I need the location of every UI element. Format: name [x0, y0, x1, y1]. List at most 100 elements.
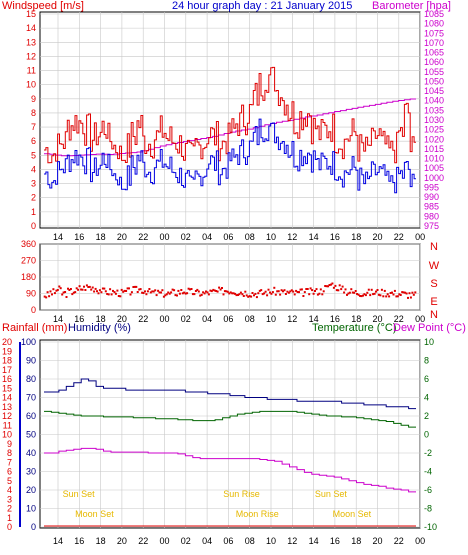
- direction-point: [398, 293, 401, 296]
- direction-point: [234, 292, 237, 295]
- direction-point: [167, 291, 170, 294]
- rainfall-y-tick: 15: [2, 383, 12, 393]
- chart-title: 24 hour graph day : 21 January 2015: [172, 0, 352, 12]
- direction-point: [315, 288, 318, 291]
- direction-point: [183, 291, 186, 294]
- direction-point: [369, 294, 372, 297]
- direction-point: [164, 294, 167, 297]
- temperature-y-tick: 6: [424, 374, 429, 384]
- direction-point: [46, 291, 49, 294]
- wind-y-tick: 7: [31, 122, 36, 132]
- direction-point: [290, 289, 293, 292]
- direction-point: [228, 292, 231, 295]
- direction-point: [49, 290, 52, 293]
- direction-point: [354, 290, 357, 292]
- x-tick-label: 20: [117, 536, 127, 546]
- direction-y-tick: 90: [26, 289, 36, 299]
- direction-point: [219, 288, 222, 291]
- direction-point: [120, 288, 123, 291]
- x-tick-label: 08: [245, 314, 255, 324]
- direction-point: [117, 295, 120, 297]
- direction-y-tick: 270: [21, 256, 36, 266]
- temp-panel-events: Sun Set Moon Set Sun Rise Moon Rise Sun Set M…: [63, 489, 372, 519]
- direction-point: [267, 288, 270, 291]
- direction-point: [335, 289, 338, 292]
- x-tick-label: 00: [159, 314, 169, 324]
- direction-point: [409, 296, 412, 299]
- direction-point: [405, 292, 408, 295]
- direction-point: [53, 292, 56, 295]
- wind-y-tick: 4: [31, 164, 36, 174]
- direction-point: [346, 293, 348, 296]
- direction-point: [64, 291, 67, 293]
- direction-point: [80, 288, 83, 291]
- direction-point: [350, 288, 353, 291]
- rainfall-y-tick: 6: [7, 467, 12, 477]
- rainfall-y-tick: 10: [2, 430, 12, 440]
- temperature-y-tick: 0: [424, 430, 429, 440]
- direction-point: [180, 289, 183, 291]
- rainfall-y-tick: 9: [7, 439, 12, 449]
- rainfall-y-tick: 11: [3, 420, 12, 430]
- direction-point: [351, 291, 354, 294]
- direction-point: [93, 290, 96, 293]
- direction-point: [229, 291, 232, 294]
- x-tick-label: 00: [159, 232, 169, 242]
- direction-point: [327, 285, 330, 288]
- x-tick-label: 08: [245, 232, 255, 242]
- baro-y-tick: 1005: [424, 163, 444, 173]
- direction-point: [324, 285, 327, 287]
- baro-y-tick: 1040: [424, 96, 444, 106]
- wind-y-tick: 1: [31, 207, 36, 217]
- direction-point: [59, 287, 62, 290]
- direction-point: [334, 284, 337, 287]
- humidity-y-tick: 100: [21, 337, 36, 347]
- direction-panel-series: [43, 282, 417, 299]
- compass-label: W: [429, 260, 440, 272]
- direction-point: [104, 290, 107, 293]
- direction-point: [312, 292, 315, 295]
- direction-point: [110, 293, 113, 296]
- rainfall-y-tick: 2: [7, 504, 12, 514]
- direction-point: [78, 285, 81, 288]
- direction-point: [404, 291, 407, 294]
- direction-point: [223, 290, 226, 293]
- x-tick-label: 16: [74, 314, 84, 324]
- x-tick-label: 16: [330, 232, 340, 242]
- direction-y-tick: 180: [21, 272, 36, 282]
- compass-label: N: [430, 309, 438, 321]
- baro-y-tick: 995: [424, 182, 439, 192]
- direction-point: [380, 288, 383, 291]
- direction-point: [67, 287, 69, 290]
- baro-y-tick: 1020: [424, 134, 444, 144]
- temperature-y-tick: 8: [424, 356, 429, 366]
- direction-point: [258, 289, 261, 292]
- direction-point: [71, 293, 74, 296]
- direction-point: [146, 290, 149, 293]
- x-tick-label: 06: [223, 232, 233, 242]
- direction-point: [112, 289, 114, 292]
- direction-point: [75, 287, 78, 290]
- rainfall-y-tick: 1: [7, 513, 12, 523]
- rainfall-y-tick: 5: [7, 476, 12, 486]
- direction-point: [255, 296, 258, 299]
- baro-y-tick: 985: [424, 202, 439, 212]
- direction-point: [293, 293, 296, 296]
- direction-point: [96, 290, 98, 293]
- humidity-y-tick: 30: [26, 467, 36, 477]
- direction-point: [221, 287, 223, 289]
- compass-label: E: [430, 296, 437, 308]
- direction-point: [340, 288, 343, 291]
- direction-point: [130, 291, 133, 294]
- direction-point: [393, 289, 396, 292]
- baro-y-tick: 1000: [424, 173, 444, 183]
- x-tick-label: 14: [53, 314, 63, 324]
- direction-point: [207, 293, 210, 296]
- direction-point: [168, 292, 171, 295]
- rainfall-y-tick: 17: [2, 365, 12, 375]
- rainfall-y-tick: 19: [2, 346, 12, 356]
- wind-y-tick: 3: [31, 179, 36, 189]
- direction-point: [149, 291, 152, 294]
- direction-point: [194, 290, 197, 292]
- temperature-y-tick: -2: [424, 448, 432, 458]
